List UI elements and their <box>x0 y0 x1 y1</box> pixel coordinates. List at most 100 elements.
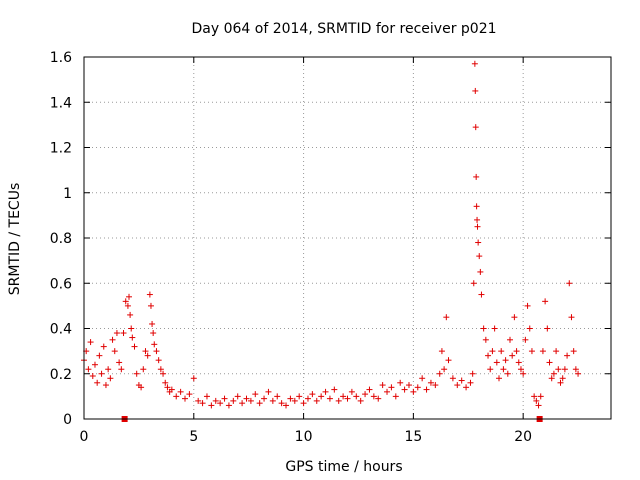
data-point <box>491 325 498 332</box>
data-point <box>515 359 522 366</box>
data-point <box>261 395 268 402</box>
data-point <box>225 402 232 409</box>
data-point <box>500 366 507 373</box>
data-point <box>256 400 263 407</box>
data-point <box>127 311 134 318</box>
data-point <box>535 402 542 409</box>
data-point <box>504 370 511 377</box>
data-point <box>186 391 193 398</box>
data-point <box>252 391 259 398</box>
data-point <box>553 348 560 355</box>
data-point <box>482 336 489 343</box>
data-point <box>357 397 364 404</box>
data-point <box>522 336 529 343</box>
data-point <box>564 352 571 359</box>
data-point <box>379 382 386 389</box>
data-point <box>454 382 461 389</box>
data-point <box>129 334 136 341</box>
data-point <box>247 397 254 404</box>
x-tick-label: 0 <box>80 429 89 445</box>
data-point <box>550 370 557 377</box>
data-point <box>467 379 474 386</box>
data-point <box>234 393 241 400</box>
data-point <box>388 384 395 391</box>
data-point <box>309 391 316 398</box>
data-point <box>533 397 540 404</box>
data-point <box>203 393 210 400</box>
data-point <box>544 325 551 332</box>
data-point <box>392 393 399 400</box>
data-point <box>473 173 480 180</box>
data-points <box>81 60 582 422</box>
data-point <box>313 397 320 404</box>
chart-title: Day 064 of 2014, SRMTID for receiver p02… <box>191 21 496 37</box>
data-point <box>531 393 538 400</box>
y-tick-label: 0.4 <box>50 322 72 338</box>
data-point <box>443 314 450 321</box>
y-tick-label: 0.6 <box>50 276 72 292</box>
data-point <box>182 395 189 402</box>
data-point <box>353 393 360 400</box>
y-tick-label: 0 <box>63 412 72 428</box>
data-point <box>278 400 285 407</box>
data-point <box>265 388 272 395</box>
data-point <box>168 386 175 393</box>
data-point <box>340 393 347 400</box>
data-point <box>105 366 112 373</box>
data-point <box>160 370 167 377</box>
data-point <box>162 379 169 386</box>
data-point <box>348 388 355 395</box>
data-point <box>493 359 500 366</box>
data-point <box>164 384 171 391</box>
data-point <box>199 400 206 407</box>
data-point <box>526 325 533 332</box>
data-point <box>496 375 503 382</box>
data-point <box>208 402 215 409</box>
data-point <box>144 352 151 359</box>
data-point <box>124 302 131 309</box>
data-point <box>463 384 470 391</box>
data-point <box>118 366 125 373</box>
data-point <box>344 395 351 402</box>
data-point <box>126 293 133 300</box>
data-point <box>539 348 546 355</box>
data-point <box>414 384 421 391</box>
data-point <box>506 336 513 343</box>
data-point <box>283 402 290 409</box>
data-point <box>480 325 487 332</box>
data-point <box>575 370 582 377</box>
data-point <box>471 60 478 67</box>
data-point <box>142 348 149 355</box>
data-point <box>441 366 448 373</box>
y-tick-label: 1 <box>63 186 72 202</box>
data-point <box>546 359 553 366</box>
y-tick-label: 1.4 <box>50 95 72 111</box>
data-point <box>147 302 154 309</box>
y-tick-label: 0.2 <box>50 367 72 383</box>
data-point <box>537 393 544 400</box>
data-point <box>91 361 98 368</box>
data-point <box>475 239 482 246</box>
grid <box>84 57 611 419</box>
data-point <box>513 348 520 355</box>
data-point <box>405 382 412 389</box>
data-point <box>89 373 96 380</box>
data-point <box>300 400 307 407</box>
y-axis-title: SRMTID / TECUs <box>7 183 23 296</box>
data-point <box>150 330 157 337</box>
data-point <box>131 343 138 350</box>
data-point <box>146 291 153 298</box>
data-point <box>555 366 562 373</box>
data-point <box>326 395 333 402</box>
data-point <box>217 400 224 407</box>
data-point <box>133 370 140 377</box>
data-point <box>474 223 481 230</box>
data-point <box>478 291 485 298</box>
data-point <box>397 379 404 386</box>
data-point <box>438 348 445 355</box>
data-point <box>157 366 164 373</box>
data-point <box>384 388 391 395</box>
data-point <box>331 386 338 393</box>
data-point <box>195 397 202 404</box>
